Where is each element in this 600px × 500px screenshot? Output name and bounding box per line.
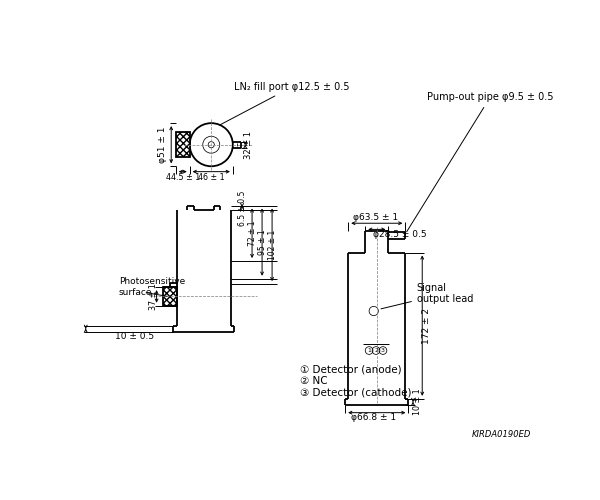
Text: φ28.5 ± 0.5: φ28.5 ± 0.5 — [373, 230, 427, 239]
Text: φ66.8 ± 1: φ66.8 ± 1 — [352, 413, 397, 422]
Text: 172 ± 2: 172 ± 2 — [422, 308, 431, 344]
Text: KIRDA0190ED: KIRDA0190ED — [472, 430, 531, 439]
Text: ② NC: ② NC — [300, 376, 328, 386]
Text: Signal
output lead: Signal output lead — [381, 282, 473, 309]
Text: 72 ± 1: 72 ± 1 — [248, 220, 257, 246]
Bar — [176, 132, 190, 157]
Text: 10 ± 1: 10 ± 1 — [413, 388, 422, 415]
Text: Photosensitive
surface: Photosensitive surface — [119, 278, 185, 297]
Text: 1: 1 — [367, 348, 371, 353]
Text: 102 ± 1: 102 ± 1 — [268, 230, 277, 260]
Text: 32 ± 1: 32 ± 1 — [244, 130, 253, 158]
Text: 10 ± 0.5: 10 ± 0.5 — [115, 332, 154, 341]
Text: ③ Detector (cathode): ③ Detector (cathode) — [300, 387, 412, 397]
Text: 6.5 ± 0.5: 6.5 ± 0.5 — [238, 190, 247, 226]
Bar — [163, 287, 176, 306]
Text: LN₂ fill port φ12.5 ± 0.5: LN₂ fill port φ12.5 ± 0.5 — [220, 82, 350, 125]
Text: 3: 3 — [381, 348, 385, 353]
Text: ① Detector (anode): ① Detector (anode) — [300, 364, 401, 374]
Text: φ51 ± 1: φ51 ± 1 — [158, 126, 167, 163]
Text: φ63.5 ± 1: φ63.5 ± 1 — [353, 212, 398, 222]
Text: 2: 2 — [374, 348, 378, 353]
Text: 46 ± 1: 46 ± 1 — [198, 172, 224, 182]
Text: 95 ± 1: 95 ± 1 — [259, 230, 268, 255]
Text: 37 ± 1: 37 ± 1 — [149, 283, 158, 310]
Text: 44.5 ± 1: 44.5 ± 1 — [166, 172, 200, 182]
Text: Pump-out pipe φ9.5 ± 0.5: Pump-out pipe φ9.5 ± 0.5 — [407, 92, 553, 232]
